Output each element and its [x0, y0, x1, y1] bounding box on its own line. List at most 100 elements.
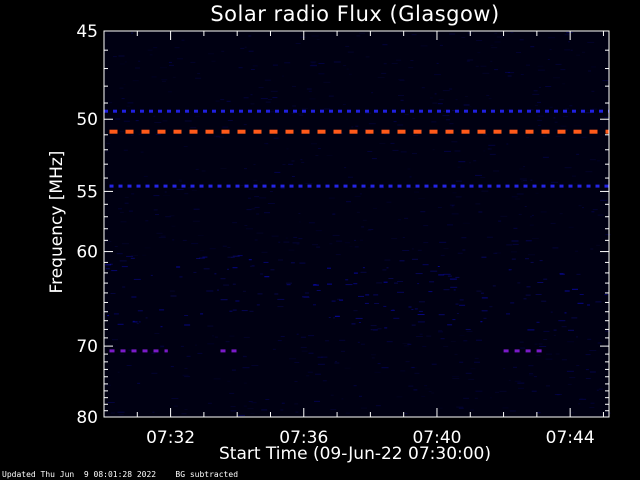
noise-pixel — [569, 377, 576, 379]
noise-pixel — [521, 180, 523, 182]
noise-pixel — [447, 224, 453, 226]
noise-pixel — [344, 242, 350, 244]
noise-pixel — [200, 313, 204, 315]
noise-pixel — [462, 249, 466, 251]
noise-pixel — [578, 403, 581, 405]
noise-pixel — [482, 72, 490, 74]
noise-pixel — [400, 151, 407, 153]
noise-pixel — [256, 232, 264, 234]
noise-pixel — [376, 282, 383, 284]
noise-pixel — [162, 120, 168, 122]
noise-pixel — [604, 294, 608, 296]
noise-pixel — [454, 353, 458, 355]
x-axis-label: Start Time (09-Jun-22 07:30:00) — [219, 444, 491, 464]
emission-mark — [349, 129, 358, 134]
noise-pixel — [300, 36, 306, 38]
noise-pixel — [182, 239, 187, 241]
emission-mark — [505, 184, 510, 188]
noise-pixel — [554, 394, 562, 395]
noise-pixel — [368, 187, 375, 189]
noise-pixel — [280, 188, 285, 190]
emission-mark — [203, 109, 207, 113]
noise-pixel — [248, 401, 253, 402]
noise-pixel — [323, 81, 331, 83]
noise-pixel — [361, 226, 365, 228]
noise-pixel — [509, 410, 516, 412]
noise-pixel — [402, 343, 410, 345]
noise-pixel — [377, 328, 382, 330]
noise-pixel — [444, 150, 451, 152]
noise-pixel — [361, 407, 367, 409]
noise-pixel — [386, 201, 392, 203]
noise-pixel — [529, 224, 534, 226]
noise-pixel — [364, 302, 369, 304]
noise-pixel — [380, 187, 385, 189]
noise-pixel — [315, 230, 322, 232]
emission-mark — [550, 184, 555, 188]
noise-pixel — [359, 395, 362, 397]
emission-mark — [271, 184, 276, 188]
noise-pixel — [127, 102, 134, 104]
emission-mark — [428, 109, 432, 113]
noise-pixel — [308, 90, 312, 92]
emission-mark — [473, 109, 477, 113]
noise-pixel — [528, 254, 535, 256]
noise-pixel — [591, 108, 597, 110]
updated-timestamp: Updated Thu Jun 9 08:01:28 2022 — [2, 470, 157, 479]
noise-pixel — [412, 118, 416, 120]
noise-pixel — [254, 239, 258, 241]
noise-pixel — [419, 333, 423, 335]
noise-pixel — [493, 170, 500, 172]
noise-pixel — [143, 175, 148, 177]
noise-pixel — [355, 317, 363, 319]
noise-pixel — [317, 356, 323, 358]
emission-mark — [388, 184, 393, 188]
noise-pixel — [534, 104, 538, 106]
noise-pixel — [287, 113, 290, 115]
noise-pixel — [207, 343, 215, 345]
emission-mark — [599, 109, 603, 113]
noise-pixel — [335, 361, 337, 363]
noise-pixel — [213, 135, 220, 137]
noise-pixel — [566, 112, 572, 113]
noise-pixel — [202, 256, 208, 258]
noise-pixel — [194, 115, 200, 117]
noise-pixel — [462, 222, 470, 224]
noise-pixel — [543, 278, 548, 280]
noise-pixel — [515, 198, 521, 200]
noise-pixel — [596, 244, 601, 246]
noise-pixel — [292, 242, 300, 244]
noise-pixel — [190, 61, 196, 63]
noise-pixel — [585, 112, 592, 114]
noise-pixel — [531, 238, 539, 239]
noise-pixel — [476, 339, 482, 341]
noise-pixel — [574, 182, 581, 184]
noise-pixel — [553, 77, 560, 79]
noise-pixel — [271, 235, 279, 237]
noise-pixel — [248, 50, 254, 52]
noise-pixel — [381, 367, 389, 369]
noise-pixel — [225, 341, 230, 343]
noise-pixel — [365, 112, 372, 114]
noise-pixel — [545, 358, 553, 360]
noise-pixel — [386, 341, 393, 343]
y-tick-label: 50 — [76, 110, 98, 130]
noise-pixel — [332, 213, 336, 215]
emission-mark — [557, 129, 566, 134]
noise-pixel — [341, 398, 344, 400]
noise-pixel — [182, 374, 189, 376]
noise-pixel — [151, 372, 158, 374]
noise-pixel — [308, 352, 314, 354]
emission-mark — [482, 109, 486, 113]
noise-pixel — [154, 333, 160, 334]
noise-pixel — [517, 382, 525, 384]
noise-pixel — [325, 340, 330, 342]
noise-pixel — [216, 136, 220, 138]
noise-pixel — [560, 125, 567, 127]
noise-pixel — [300, 159, 303, 161]
noise-pixel — [559, 213, 563, 215]
noise-pixel — [138, 321, 141, 323]
noise-pixel — [567, 383, 572, 385]
emission-mark — [231, 349, 237, 353]
emission-mark — [136, 184, 141, 188]
